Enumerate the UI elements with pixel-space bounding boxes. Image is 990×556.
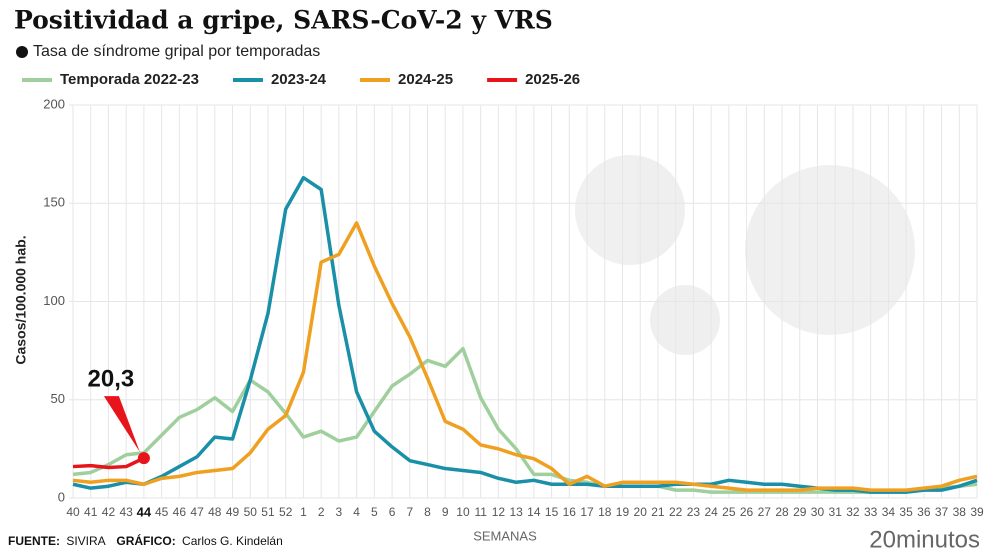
x-tick-label: 7 — [406, 505, 413, 519]
x-tick-label: 36 — [917, 505, 931, 519]
x-tick-label: 43 — [119, 505, 133, 519]
x-tick-label: 44 — [137, 504, 152, 519]
x-tick-label: 13 — [509, 505, 523, 519]
x-tick-label: 22 — [669, 505, 683, 519]
x-tick-label: 9 — [442, 505, 449, 519]
footer: FUENTE: SIVIRA GRÁFICO: Carlos G. Kindel… — [8, 533, 283, 548]
x-tick-label: 23 — [687, 505, 701, 519]
x-tick-label: 15 — [545, 505, 559, 519]
annotation-pointer — [103, 396, 140, 453]
chart-title: Positividad a gripe, SARS-CoV-2 y VRS — [14, 6, 553, 35]
background-virus — [575, 155, 915, 355]
credit-label: GRÁFICO: — [116, 533, 175, 548]
x-tick-label: 52 — [279, 505, 293, 519]
data-label: 20,3 — [88, 365, 135, 392]
y-tick-label: 100 — [43, 293, 65, 308]
x-tick-label: 17 — [580, 505, 594, 519]
brand-logo: 20minutos — [869, 526, 980, 553]
subtitle-bullet — [16, 46, 28, 58]
legend-label: 2023-24 — [271, 71, 327, 88]
x-tick-label: 42 — [102, 505, 116, 519]
x-tick-label: 38 — [953, 505, 967, 519]
x-tick-label: 41 — [84, 505, 98, 519]
x-tick-label: 26 — [740, 505, 754, 519]
x-tick-label: 51 — [261, 505, 275, 519]
x-tick-label: 6 — [389, 505, 396, 519]
x-tick-label: 1 — [300, 505, 307, 519]
legend-label: 2025-26 — [525, 71, 580, 88]
x-tick-label: 10 — [456, 505, 470, 519]
x-tick-label: 28 — [775, 505, 789, 519]
x-tick-label: 16 — [563, 505, 577, 519]
x-tick-label: 34 — [882, 505, 896, 519]
credit: Carlos G. Kindelán — [182, 534, 283, 548]
x-tick-label: 21 — [651, 505, 665, 519]
x-tick-label: 8 — [424, 505, 431, 519]
x-tick-label: 32 — [846, 505, 860, 519]
x-tick-label: 40 — [66, 505, 80, 519]
source-label: FUENTE: — [8, 534, 60, 548]
latest-point — [137, 452, 150, 465]
x-axis-label: SEMANAS — [473, 528, 537, 543]
x-tick-label: 27 — [758, 505, 772, 519]
x-tick-label: 20 — [634, 505, 648, 519]
x-tick-label: 46 — [173, 505, 187, 519]
x-tick-label: 39 — [970, 505, 984, 519]
x-tick-label: 19 — [616, 505, 630, 519]
series-line — [72, 456, 145, 470]
y-axis-label: Casos/100.000 hab. — [13, 235, 29, 364]
x-tick-label: 33 — [864, 505, 878, 519]
x-tick-label: 25 — [722, 505, 736, 519]
source: SIVIRA — [66, 534, 105, 548]
y-tick-label: 150 — [43, 195, 65, 210]
series-line — [72, 346, 978, 494]
x-tick-label: 49 — [226, 505, 240, 519]
x-tick-label: 45 — [155, 505, 169, 519]
x-tick-label: 3 — [336, 505, 343, 519]
x-tick-label: 30 — [811, 505, 825, 519]
x-tick-label: 47 — [190, 505, 204, 519]
x-tick-label: 35 — [899, 505, 913, 519]
x-tick-label: 12 — [492, 505, 506, 519]
x-tick-label: 48 — [208, 505, 222, 519]
y-tick-label: 200 — [43, 96, 65, 111]
x-tick-label: 18 — [598, 505, 612, 519]
x-tick-label: 4 — [353, 505, 360, 519]
x-tick-label: 31 — [829, 505, 843, 519]
legend-label: 2024-25 — [398, 71, 453, 88]
x-tick-label: 37 — [935, 505, 949, 519]
x-tick-label: 11 — [474, 505, 487, 519]
x-tick-label: 5 — [371, 505, 378, 519]
subtitle: Tasa de síndrome gripal por temporadas — [33, 43, 320, 60]
x-tick-label: 14 — [527, 505, 541, 519]
x-tick-label: 29 — [793, 505, 807, 519]
y-tick-label: 50 — [51, 391, 65, 406]
legend-label: Temporada 2022-23 — [60, 71, 199, 88]
series-line — [72, 221, 978, 492]
y-tick-label: 0 — [58, 489, 65, 504]
x-tick-label: 50 — [244, 505, 258, 519]
x-tick-label: 24 — [704, 505, 718, 519]
x-tick-label: 2 — [318, 505, 325, 519]
